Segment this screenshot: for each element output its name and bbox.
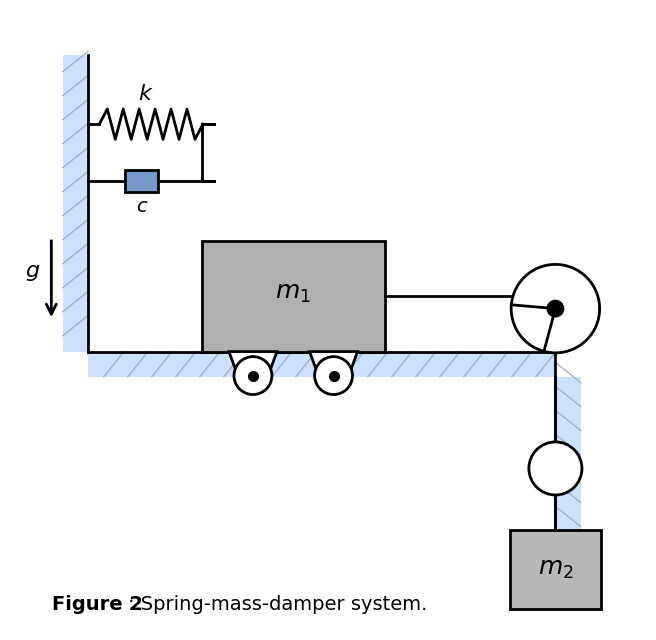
- Text: k: k: [138, 84, 152, 104]
- Bar: [63, 54, 88, 351]
- Bar: [510, 530, 601, 609]
- Circle shape: [547, 300, 564, 317]
- Text: : Spring-mass-damper system.: : Spring-mass-damper system.: [128, 595, 427, 614]
- Bar: [201, 241, 385, 351]
- Polygon shape: [229, 351, 277, 376]
- Text: $g$: $g$: [25, 262, 40, 283]
- Text: Figure 2: Figure 2: [52, 595, 144, 614]
- Circle shape: [315, 356, 352, 394]
- Circle shape: [529, 442, 582, 495]
- Circle shape: [234, 356, 272, 394]
- Bar: [556, 377, 581, 566]
- Circle shape: [511, 264, 600, 353]
- Polygon shape: [310, 351, 358, 376]
- Bar: [125, 170, 158, 193]
- Text: c: c: [136, 198, 147, 216]
- Text: $m_1$: $m_1$: [276, 281, 311, 305]
- Bar: [88, 351, 556, 377]
- Text: $m_2$: $m_2$: [537, 557, 573, 581]
